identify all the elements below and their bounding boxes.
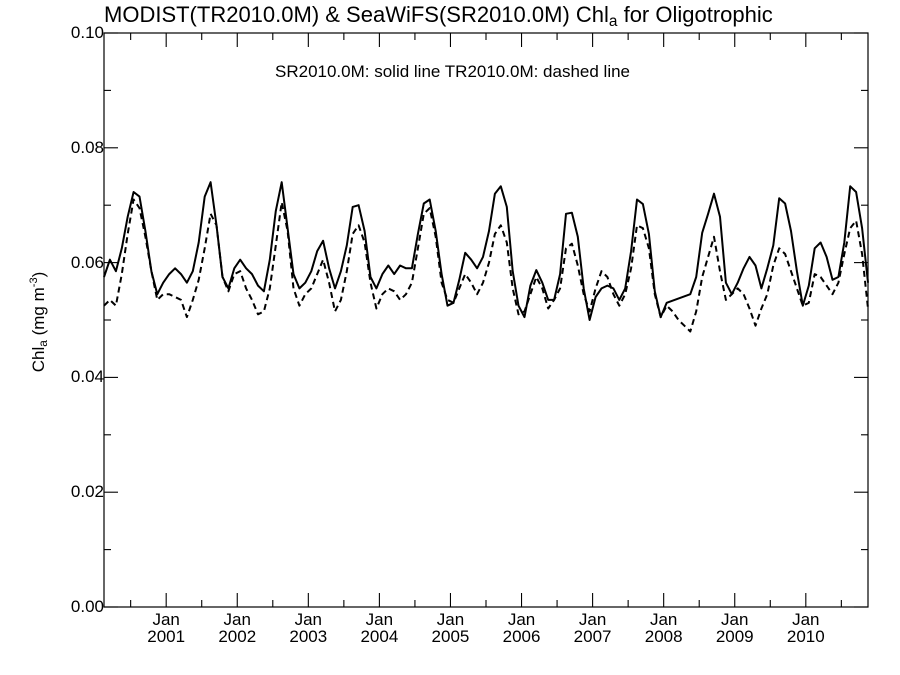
x-tick-year: 2010 <box>786 627 825 646</box>
x-tick-month: Jan <box>507 610 536 629</box>
line-style-legend: SR2010.0M: solid line TR2010.0M: dashed … <box>275 62 631 81</box>
x-tick-year: 2009 <box>715 627 754 646</box>
x-tick-label: Jan 2002 <box>218 611 256 645</box>
x-tick-label: Jan 2009 <box>716 611 754 645</box>
x-tick-label: Jan 2004 <box>360 611 398 645</box>
x-tick-year: 2002 <box>218 627 257 646</box>
x-tick-month: Jan <box>294 610 323 629</box>
y-tick-label: 0.06 <box>70 252 104 272</box>
x-tick-month: Jan <box>223 610 251 629</box>
x-tick-year: 2004 <box>360 627 399 646</box>
x-tick-month: Jan <box>578 610 607 629</box>
x-tick-year: 2003 <box>289 627 328 646</box>
x-tick-label: Jan 2008 <box>645 611 683 645</box>
x-tick-label: Jan 2006 <box>503 611 541 645</box>
x-tick-label: Jan 2003 <box>289 611 327 645</box>
x-tick-year: 2001 <box>147 627 186 646</box>
y-tick-label: 0.10 <box>70 23 104 42</box>
x-tick-month: Jan <box>649 610 678 629</box>
y-tick-label: 0.02 <box>70 482 104 502</box>
series-line-tr2010-0m <box>103 198 869 333</box>
y-tick-label: 0.08 <box>70 137 104 157</box>
x-tick-year: 2008 <box>644 627 683 646</box>
y-tick-label: 0.04 <box>70 367 104 387</box>
x-tick-year: 2006 <box>502 627 541 646</box>
x-tick-label: Jan 2005 <box>432 611 470 645</box>
x-tick-month: Jan <box>721 610 749 629</box>
series-line-sr2010-0m <box>103 181 869 321</box>
x-tick-month: Jan <box>365 610 394 629</box>
y-tick-label: 0.00 <box>70 597 104 616</box>
x-tick-year: 2005 <box>431 627 470 646</box>
y-axis-label: Chla (mg m-3) <box>28 271 50 373</box>
plot-frame <box>103 32 869 608</box>
x-tick-label: Jan 2010 <box>787 611 825 645</box>
x-tick-month: Jan <box>152 610 180 629</box>
x-tick-year: 2007 <box>573 627 612 646</box>
chart-title: MODIST(TR2010.0M) & SeaWiFS(SR2010.0M) C… <box>104 2 773 30</box>
x-tick-label: Jan 2007 <box>574 611 612 645</box>
x-tick-month: Jan <box>436 610 465 629</box>
x-tick-month: Jan <box>792 610 820 629</box>
x-tick-label: Jan 2001 <box>147 611 185 645</box>
